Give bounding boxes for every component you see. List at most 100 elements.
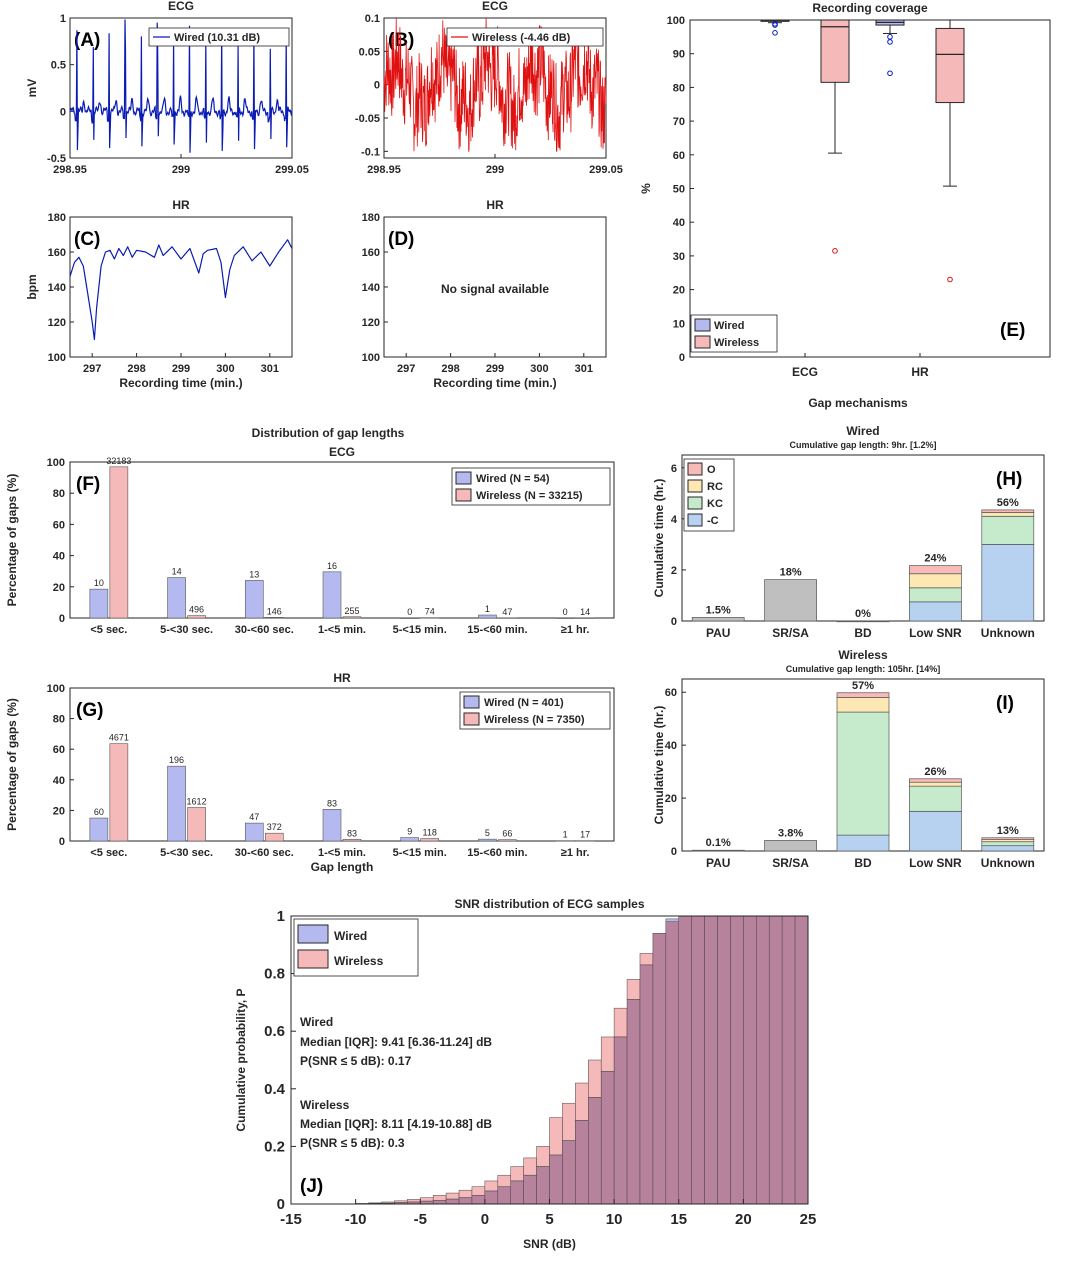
hist-bar-excess (420, 1197, 434, 1202)
hist-bar-overlap (626, 999, 641, 1205)
bar-data-label: 74 (425, 607, 435, 617)
hist-bar-overlap (730, 915, 744, 1205)
x-axis-label: Recording time (min.) (119, 376, 242, 390)
x-tick-label: 20 (735, 1211, 752, 1228)
bar-data-label: 83 (327, 798, 337, 808)
bar-data-label: 496 (189, 605, 204, 615)
legend-box (451, 467, 611, 506)
x-tick-label: 0 (481, 1211, 489, 1228)
hist-bar-overlap (471, 1195, 486, 1205)
figure-section-title: Distribution of gap lengths (252, 426, 405, 440)
hist-bar-excess (536, 1146, 550, 1167)
bar-percent-label: 1.5% (706, 604, 731, 616)
x-tick-label: 298 (127, 363, 145, 375)
x-category-label: <5 sec. (90, 847, 127, 859)
box-wireless (820, 19, 850, 83)
y-tick-label: 60 (665, 687, 677, 699)
y-tick-label: 100 (47, 683, 65, 695)
y-tick-label: 20 (53, 582, 65, 594)
x-category-label: BD (854, 856, 872, 870)
hist-bar-excess (394, 1200, 408, 1203)
y-tick-label: 1 (277, 908, 285, 925)
y-tick-label: 140 (48, 282, 66, 294)
stack-segment-O (836, 692, 890, 698)
y-axis-label: % (639, 183, 653, 194)
x-tick-label: 299 (486, 363, 504, 375)
bar-wireless (342, 616, 362, 619)
bar-wired (167, 577, 186, 619)
bar-wired (167, 765, 186, 842)
x-tick-label: 299.05 (275, 164, 309, 176)
bar-wired (322, 571, 342, 619)
snr-annotation: Median [IQR]: 8.11 [4.19-10.88] dB (300, 1117, 492, 1131)
x-tick-label: 299 (486, 164, 504, 176)
y-axis-label: Cumulative time (hr.) (652, 706, 666, 825)
hist-bar-overlap (781, 915, 796, 1205)
hist-bar-overlap (497, 1186, 511, 1205)
y-tick-label: 70 (673, 116, 685, 128)
y-tick-label: 40 (665, 740, 677, 752)
bar-data-label: 17 (580, 830, 590, 840)
legend-label: Wired (N = 401) (484, 697, 564, 709)
x-category-label: 1-<5 min. (318, 624, 366, 636)
axes-G (69, 687, 615, 842)
y-axis-label: Cumulative probability, P (234, 988, 248, 1131)
legend-swatch (687, 479, 703, 493)
legend-box (459, 691, 611, 730)
bar-percent-label: 13% (997, 825, 1019, 837)
y-tick-label: 120 (362, 317, 380, 329)
hist-bar-overlap (549, 1154, 563, 1205)
x-tick-label: 298 (441, 363, 459, 375)
y-tick-label: 160 (362, 247, 380, 259)
y-tick-label: 0 (679, 352, 685, 364)
hist-bar-excess (626, 979, 641, 1000)
bar-wireless (342, 839, 362, 842)
x-category-label: Low SNR (909, 856, 962, 870)
hist-bar-excess (549, 1117, 563, 1156)
panel-label: (G) (76, 700, 103, 721)
hr-wired-line (69, 239, 293, 341)
bar-data-label: 255 (344, 606, 359, 616)
chart-title: ECG (329, 445, 355, 459)
legend-swatch (687, 462, 703, 476)
stack-segment-C (764, 840, 817, 852)
bar-percent-label: 18% (780, 567, 802, 579)
legend-label: Wireless (N = 7350) (484, 714, 585, 726)
stack-segment-C (981, 544, 1035, 622)
x-tick-label: 300 (216, 363, 234, 375)
stack-segment-C (691, 849, 745, 852)
y-tick-label: 0.4 (264, 1081, 286, 1098)
x-category-label: 5-<30 sec. (160, 624, 213, 636)
x-tick-label: 301 (261, 363, 279, 375)
box-wireless (935, 27, 965, 104)
hist-bar-overlap (665, 921, 680, 1205)
bar-data-label: 9 (407, 827, 412, 837)
bar-wireless (575, 840, 595, 842)
bar-wired (322, 809, 342, 842)
box-outlier (772, 30, 778, 36)
y-tick-label: 0 (374, 80, 380, 92)
x-tick-label: 300 (530, 363, 548, 375)
bar-wireless (498, 839, 517, 842)
y-tick-label: 1 (60, 13, 66, 25)
bar-wireless (575, 617, 595, 619)
legend-box (148, 27, 290, 47)
bar-data-label: 10 (94, 578, 104, 588)
x-tick-label: 25 (800, 1211, 817, 1228)
ecg-wired-line (69, 19, 293, 153)
legend-label: Wireless (714, 337, 759, 349)
y-tick-label: 4 (671, 514, 678, 526)
legend-label: Wireless (N = 33215) (476, 490, 583, 502)
bar-data-label: 0 (407, 607, 412, 617)
x-tick-label: -15 (280, 1211, 302, 1228)
chart-title: HR (333, 671, 351, 685)
y-tick-label: -0.05 (355, 113, 380, 125)
bar-wired (244, 822, 264, 842)
x-category-label: Low SNR (909, 626, 962, 640)
y-tick-label: 100 (47, 457, 65, 469)
stack-segment-O (981, 509, 1035, 513)
bar-data-label: 0 (563, 607, 568, 617)
hist-bar-overlap (756, 915, 770, 1205)
x-category-label: PAU (706, 626, 730, 640)
y-tick-label: 20 (665, 793, 677, 805)
